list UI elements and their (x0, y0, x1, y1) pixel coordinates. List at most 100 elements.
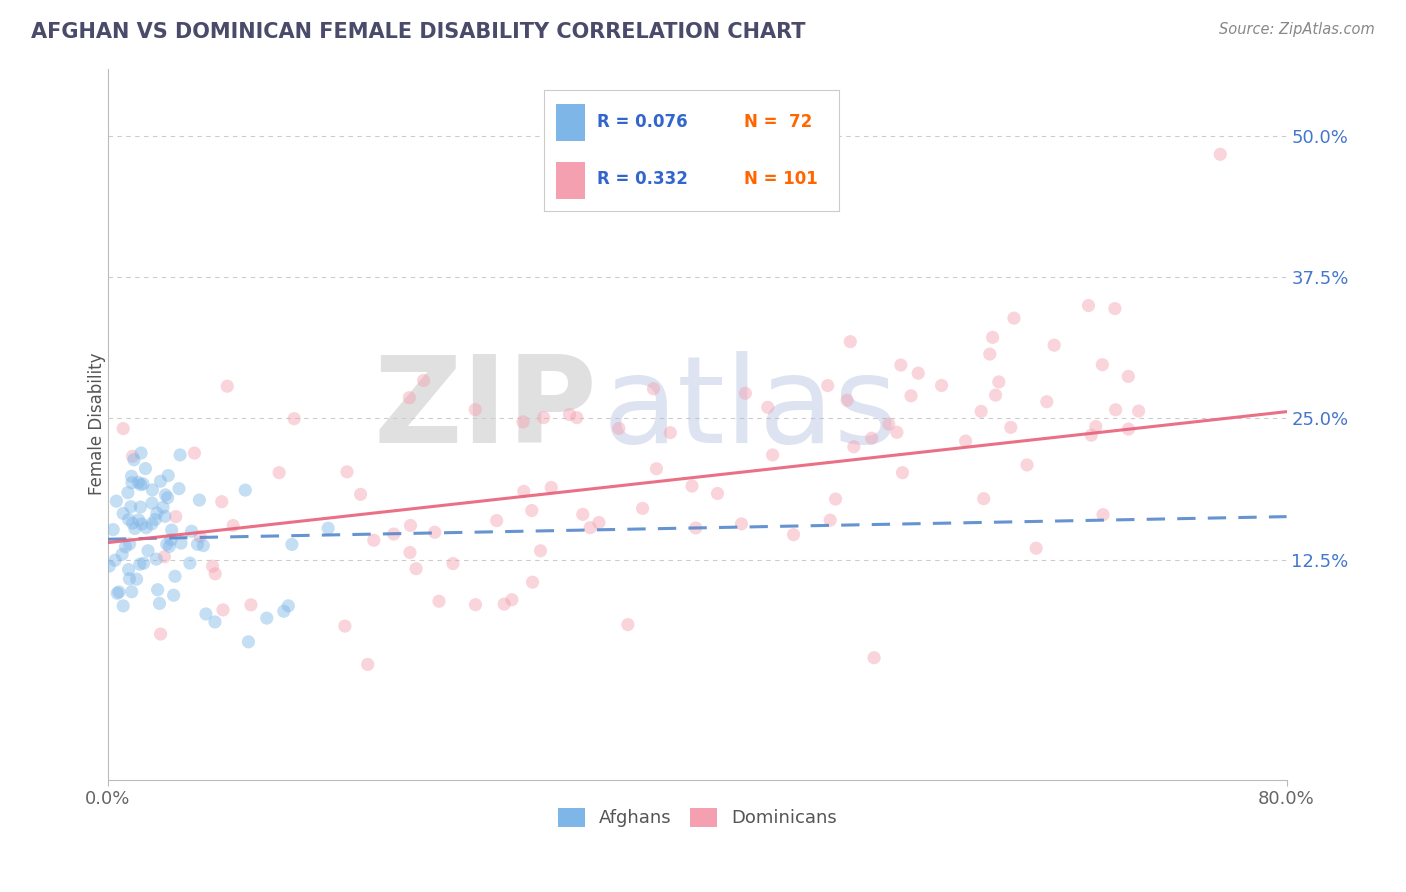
Point (1043, 338, 1066, 352)
Point (398, 391, 420, 405)
Point (1118, 422, 1140, 436)
Point (157, 540, 180, 554)
Point (1015, 458, 1038, 472)
Point (357, 657, 380, 672)
Point (127, 475, 149, 490)
Point (204, 566, 226, 581)
Point (273, 604, 295, 618)
Point (201, 559, 224, 574)
Point (643, 174, 665, 188)
Point (146, 506, 169, 520)
Point (143, 512, 166, 526)
Point (188, 530, 211, 544)
Point (817, 378, 839, 392)
Point (128, 558, 150, 572)
Point (105, 494, 128, 508)
Point (163, 569, 186, 583)
Point (141, 516, 163, 531)
Point (464, 402, 486, 417)
Point (512, 415, 534, 429)
Point (863, 650, 886, 665)
Point (464, 598, 486, 612)
Point (148, 596, 170, 610)
Point (522, 575, 544, 590)
Point (157, 468, 180, 483)
Point (399, 518, 422, 533)
Text: atlas: atlas (603, 351, 898, 468)
Point (931, 378, 953, 392)
Point (824, 491, 846, 506)
Point (211, 494, 233, 508)
Point (152, 500, 174, 515)
Point (204, 615, 226, 629)
Point (277, 599, 299, 613)
Point (281, 537, 304, 551)
Point (193, 539, 215, 553)
Point (132, 476, 155, 491)
Point (122, 452, 145, 467)
Text: AFGHAN VS DOMINICAN FEMALE DISABILITY CORRELATION CHART: AFGHAN VS DOMINICAN FEMALE DISABILITY CO… (31, 22, 806, 42)
Point (124, 522, 146, 536)
Point (155, 488, 177, 502)
Point (183, 446, 205, 460)
Point (1080, 428, 1102, 442)
Point (105, 586, 128, 600)
Point (141, 496, 163, 510)
Point (121, 475, 143, 490)
Point (485, 514, 508, 528)
Point (336, 465, 359, 479)
Point (501, 592, 523, 607)
Point (283, 411, 305, 425)
Point (180, 524, 202, 539)
Point (269, 466, 291, 480)
Point (160, 523, 183, 537)
Point (1116, 369, 1139, 384)
Point (588, 516, 610, 530)
Point (240, 598, 263, 612)
Point (233, 483, 256, 497)
Point (973, 491, 995, 506)
Point (427, 594, 450, 608)
Point (756, 401, 779, 415)
Point (149, 475, 172, 489)
Point (762, 448, 785, 462)
Point (412, 374, 434, 388)
Point (160, 533, 183, 547)
Point (162, 588, 184, 602)
Point (1084, 419, 1107, 434)
Point (685, 521, 707, 535)
Point (706, 486, 728, 500)
Point (121, 469, 143, 483)
Point (134, 461, 156, 475)
Point (987, 375, 1010, 389)
Point (579, 521, 602, 535)
Point (117, 485, 139, 500)
Point (120, 500, 142, 514)
Point (156, 491, 179, 505)
Point (188, 493, 211, 508)
Point (118, 537, 141, 551)
Legend: Afghans, Dominicans: Afghans, Dominicans (550, 801, 844, 835)
Point (891, 466, 914, 480)
Point (129, 446, 152, 460)
Point (877, 417, 900, 431)
Point (121, 584, 143, 599)
Point (540, 480, 562, 494)
Point (222, 518, 245, 533)
Point (169, 448, 191, 462)
Point (423, 525, 446, 540)
Point (842, 440, 865, 454)
Point (1000, 420, 1022, 434)
Point (333, 619, 356, 633)
Point (631, 501, 654, 516)
Point (981, 330, 1004, 344)
Point (212, 603, 235, 617)
Point (141, 483, 163, 497)
Point (125, 572, 148, 586)
Point (734, 386, 756, 401)
Point (907, 366, 929, 380)
Point (399, 545, 422, 559)
Point (153, 549, 176, 564)
Point (1077, 299, 1099, 313)
Point (441, 557, 464, 571)
